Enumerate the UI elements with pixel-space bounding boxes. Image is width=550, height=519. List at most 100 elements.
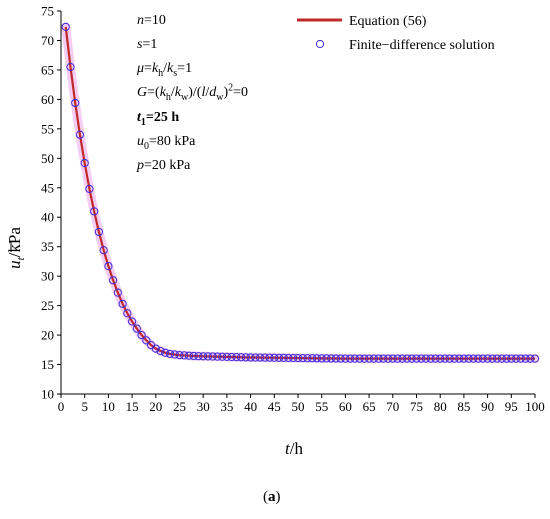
fd-data-point — [284, 353, 293, 363]
fd-data-point — [393, 354, 402, 363]
fd-data-point — [317, 354, 326, 363]
fd-data-point — [426, 354, 435, 363]
fd-data-point — [417, 354, 426, 363]
fd-data-point — [421, 354, 431, 363]
x-tick-label: 35 — [220, 399, 233, 414]
y-tick-label: 25 — [41, 298, 54, 313]
fd-data-point — [388, 354, 397, 363]
x-tick-label: 45 — [268, 399, 281, 414]
x-axis-unit: /h — [290, 439, 304, 458]
x-tick-label: 40 — [244, 399, 257, 414]
param-t1: t1=25 h — [137, 110, 180, 128]
legend-marker-swatch — [315, 39, 325, 49]
fd-data-point — [327, 354, 336, 363]
x-axis-title: t/h — [285, 439, 303, 458]
fd-data-point — [350, 354, 359, 363]
y-axis-var: u — [5, 260, 24, 269]
y-tick-label: 40 — [41, 210, 54, 225]
x-tick-label: 5 — [81, 399, 88, 414]
fd-data-point — [341, 354, 350, 363]
series-equation-line — [64, 26, 535, 360]
fd-data-point — [61, 22, 70, 32]
x-tick-label: 100 — [525, 399, 545, 414]
fd-data-point — [303, 354, 312, 363]
fd-data-point — [161, 348, 170, 357]
fd-data-point — [455, 354, 464, 363]
fd-data-point — [85, 184, 94, 194]
fd-data-point — [227, 352, 236, 362]
fd-data-point — [237, 353, 246, 362]
fd-data-point — [203, 352, 213, 361]
fd-data-point — [469, 354, 478, 363]
fd-data-point — [521, 354, 530, 363]
y-tick-label: 70 — [41, 33, 54, 48]
fd-data-point — [156, 346, 165, 356]
fd-data-point — [132, 324, 141, 333]
fd-data-point — [346, 354, 355, 363]
param-s: s=1 — [137, 37, 158, 52]
x-tick-label: 55 — [315, 399, 328, 414]
fd-data-point — [398, 354, 407, 363]
x-tick-label: 80 — [434, 399, 447, 414]
fd-data-point — [66, 62, 75, 72]
fd-data-point — [170, 350, 179, 359]
fd-data-point — [251, 353, 260, 362]
fd-data-point — [474, 354, 483, 363]
fd-data-point — [511, 354, 521, 363]
fd-data-point — [194, 352, 203, 361]
y-tick-label: 55 — [41, 121, 54, 136]
fd-data-point — [137, 330, 146, 340]
fd-data-point — [241, 353, 250, 362]
fd-data-point — [445, 354, 454, 363]
fd-data-point — [246, 353, 255, 362]
fd-data-point — [492, 354, 502, 363]
x-axis-var: t — [285, 439, 291, 458]
x-tick-label: 60 — [339, 399, 352, 414]
x-tick-label: 50 — [292, 399, 305, 414]
fd-data-point — [502, 354, 511, 363]
x-tick-label: 75 — [410, 399, 423, 414]
x-tick-label: 10 — [102, 399, 115, 414]
x-tick-label: 85 — [457, 399, 470, 414]
fd-data-point — [450, 354, 459, 363]
param-n: n=10 — [137, 13, 166, 28]
fd-data-point — [308, 354, 317, 363]
y-tick-label: 65 — [41, 62, 54, 77]
fd-data-point — [440, 354, 450, 363]
legend-label-fd: Finite−difference solution — [349, 38, 495, 53]
fd-data-point — [322, 354, 331, 363]
fd-data-point — [355, 354, 364, 363]
param-u0: u0=80 kPa — [137, 134, 196, 152]
fd-data-point — [175, 351, 184, 360]
fd-data-point — [90, 207, 99, 216]
series-fd-markers-group — [61, 22, 540, 363]
fd-data-point — [279, 353, 288, 362]
fd-data-point — [459, 354, 468, 363]
legend-label-equation: Equation (56) — [349, 14, 427, 29]
fd-data-point — [104, 262, 113, 271]
fd-data-point — [208, 352, 217, 361]
fd-data-point — [113, 288, 122, 297]
fd-data-point — [180, 351, 189, 360]
fd-data-point — [265, 353, 274, 362]
fd-data-point — [71, 98, 80, 108]
fd-data-point — [369, 354, 378, 363]
fd-data-point — [75, 130, 85, 139]
x-tick-label: 20 — [149, 399, 162, 414]
y-tick-label: 60 — [41, 92, 54, 107]
fd-data-point — [213, 352, 222, 361]
fd-data-point — [488, 354, 497, 363]
fd-data-point — [365, 354, 374, 363]
fd-data-point — [80, 158, 89, 168]
fd-data-point — [464, 354, 473, 363]
fd-data-point — [289, 353, 298, 363]
fd-data-point — [497, 354, 506, 363]
y-tick-label: 20 — [41, 328, 54, 343]
y-tick-label: 35 — [41, 239, 54, 254]
svg-text:ut/kPa: ut/kPa — [5, 227, 27, 269]
fd-data-point — [507, 354, 516, 363]
fd-data-point — [189, 351, 198, 361]
fd-data-point — [222, 352, 231, 361]
fd-data-point — [298, 354, 307, 363]
